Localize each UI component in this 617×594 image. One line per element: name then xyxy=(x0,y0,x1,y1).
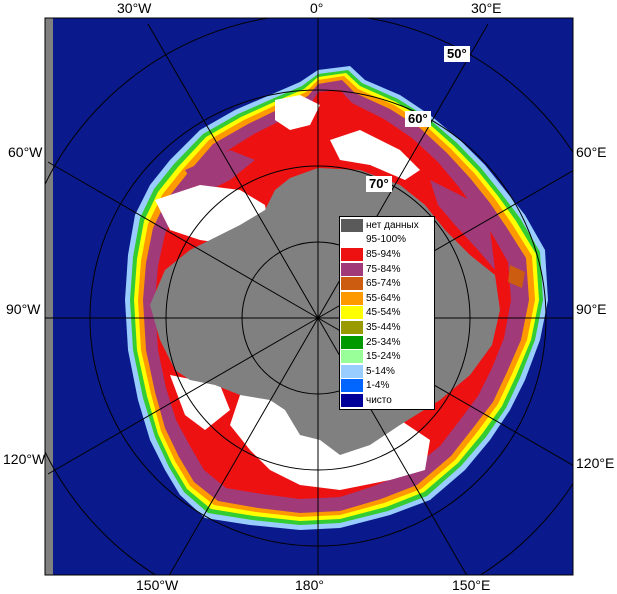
concentration-legend: нет данных 95-100% 85-94% 75-84% 65-74% 55-64… xyxy=(339,216,435,410)
legend-swatch xyxy=(341,335,363,349)
legend-label: нет данных xyxy=(366,219,419,231)
legend-item: 85-94% xyxy=(341,247,433,262)
lon-label-90e: 90°E xyxy=(576,301,607,317)
lat-label-50: 50° xyxy=(444,46,470,62)
legend-item: 25-34% xyxy=(341,335,433,350)
legend-label: 45-54% xyxy=(366,307,401,319)
lon-label-0: 0° xyxy=(310,0,324,16)
legend-item: чисто xyxy=(341,393,433,408)
legend-swatch xyxy=(341,306,363,320)
legend-item: 65-74% xyxy=(341,276,433,291)
legend-swatch xyxy=(341,393,363,407)
map-border xyxy=(44,17,574,576)
legend-swatch xyxy=(341,233,363,247)
legend-swatch xyxy=(341,218,363,232)
legend-swatch xyxy=(341,262,363,276)
ice-patch-purple xyxy=(430,180,495,270)
ice-white-north xyxy=(275,95,320,130)
legend-label: чисто xyxy=(366,394,392,406)
ice-white-north-2 xyxy=(330,130,420,180)
lat-label-60: 60° xyxy=(405,111,431,127)
legend-label: 1-4% xyxy=(366,380,390,392)
legend-item: 45-54% xyxy=(341,306,433,321)
ice-white-south-west xyxy=(170,375,230,430)
lon-label-30e: 30°E xyxy=(471,0,502,16)
lon-label-60e: 60°E xyxy=(576,144,607,160)
legend-item: 5-14% xyxy=(341,364,433,379)
legend-label: 35-44% xyxy=(366,321,401,333)
lon-label-120e: 120°E xyxy=(576,455,615,471)
legend-item: 15-24% xyxy=(341,349,433,364)
legend-swatch xyxy=(341,320,363,334)
ice-patch-purple-2 xyxy=(185,150,255,195)
legend-swatch xyxy=(341,364,363,378)
legend-item: нет данных xyxy=(341,218,433,233)
legend-label: 95-100% xyxy=(366,234,407,246)
legend-swatch xyxy=(341,277,363,291)
legend-label: 5-14% xyxy=(366,365,395,377)
legend-label: 55-64% xyxy=(366,292,401,304)
legend-label: 75-84% xyxy=(366,263,401,275)
lon-label-150e: 150°E xyxy=(452,577,491,593)
ice-patch-orange xyxy=(508,265,525,288)
legend-item: 35-44% xyxy=(341,320,433,335)
legend-item: 1-4% xyxy=(341,379,433,394)
legend-label: 25-34% xyxy=(366,336,401,348)
legend-swatch xyxy=(341,379,363,393)
legend-swatch xyxy=(341,350,363,364)
legend-item: 55-64% xyxy=(341,291,433,306)
lon-label-120w: 120°W xyxy=(3,451,46,467)
legend-swatch xyxy=(341,291,363,305)
lon-label-180: 180° xyxy=(295,577,324,593)
legend-item: 95-100% xyxy=(341,233,433,248)
legend-swatch xyxy=(341,247,363,261)
legend-item: 75-84% xyxy=(341,262,433,277)
legend-label: 15-24% xyxy=(366,351,401,363)
lat-label-70: 70° xyxy=(366,176,392,192)
legend-label: 65-74% xyxy=(366,278,401,290)
legend-label: 85-94% xyxy=(366,248,401,260)
lon-label-30w: 30°W xyxy=(117,0,152,16)
lon-label-60w: 60°W xyxy=(8,144,43,160)
lon-label-90w: 90°W xyxy=(6,301,41,317)
lon-label-150w: 150°W xyxy=(136,577,179,593)
